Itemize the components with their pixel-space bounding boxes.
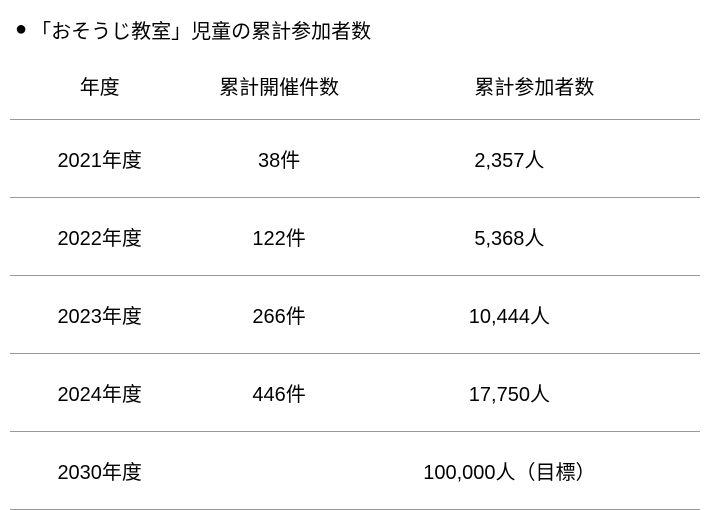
cell-participants: 100,000人（目標） <box>369 431 700 509</box>
participants-table: 年度 累計開催件数 累計参加者数 2021年度 38件 2,357人 2022年… <box>10 69 700 510</box>
cell-year: 2021年度 <box>10 119 189 197</box>
cell-events: 38件 <box>189 119 368 197</box>
table-row: 2030年度 100,000人（目標） <box>10 431 700 509</box>
table-header-row: 年度 累計開催件数 累計参加者数 <box>10 69 700 119</box>
table-row: 2023年度 266件 10,444人 <box>10 275 700 353</box>
cell-participants: 2,357人 <box>369 119 700 197</box>
cell-events: 266件 <box>189 275 368 353</box>
table-row: 2024年度 446件 17,750人 <box>10 353 700 431</box>
cell-events: 122件 <box>189 197 368 275</box>
header-participants: 累計参加者数 <box>369 69 700 119</box>
bullet-icon: ● <box>15 18 27 41</box>
header-events: 累計開催件数 <box>189 69 368 119</box>
cell-year: 2022年度 <box>10 197 189 275</box>
title-row: ● 「おそうじ教室」児童の累計参加者数 <box>10 15 700 44</box>
cell-year: 2030年度 <box>10 431 189 509</box>
cell-year: 2023年度 <box>10 275 189 353</box>
cell-participants: 10,444人 <box>369 275 700 353</box>
header-year: 年度 <box>10 69 189 119</box>
table-row: 2021年度 38件 2,357人 <box>10 119 700 197</box>
cell-participants: 5,368人 <box>369 197 700 275</box>
cell-events: 446件 <box>189 353 368 431</box>
page-title: 「おそうじ教室」児童の累計参加者数 <box>31 15 371 44</box>
cell-events <box>189 431 368 509</box>
table-row: 2022年度 122件 5,368人 <box>10 197 700 275</box>
cell-participants: 17,750人 <box>369 353 700 431</box>
cell-year: 2024年度 <box>10 353 189 431</box>
